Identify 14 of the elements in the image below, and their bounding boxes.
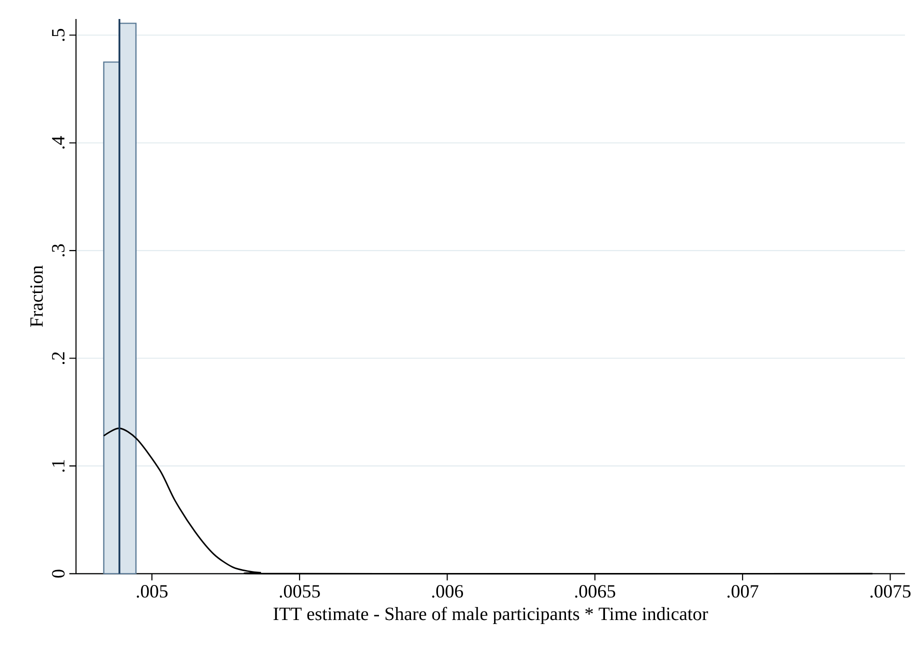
x-tick-label: .0065	[575, 585, 616, 598]
y-tick-label: .5	[52, 28, 65, 41]
y-tick-label: .1	[52, 460, 65, 472]
x-tick-label: .006	[432, 585, 464, 598]
y-tick-label: .2	[52, 352, 65, 364]
y-axis-title: Fraction	[30, 266, 43, 327]
x-axis-title: ITT estimate - Share of male participants * Time indicator	[274, 606, 708, 624]
y-tick-label: 0	[52, 570, 65, 578]
x-tick-label: .0075	[870, 585, 911, 598]
x-tick-label: .005	[136, 585, 168, 598]
x-tick-label: .0055	[280, 585, 320, 598]
x-tick-label: .007	[727, 585, 758, 598]
y-tick-label: .3	[52, 244, 65, 256]
y-tick-label: .4	[52, 136, 65, 149]
